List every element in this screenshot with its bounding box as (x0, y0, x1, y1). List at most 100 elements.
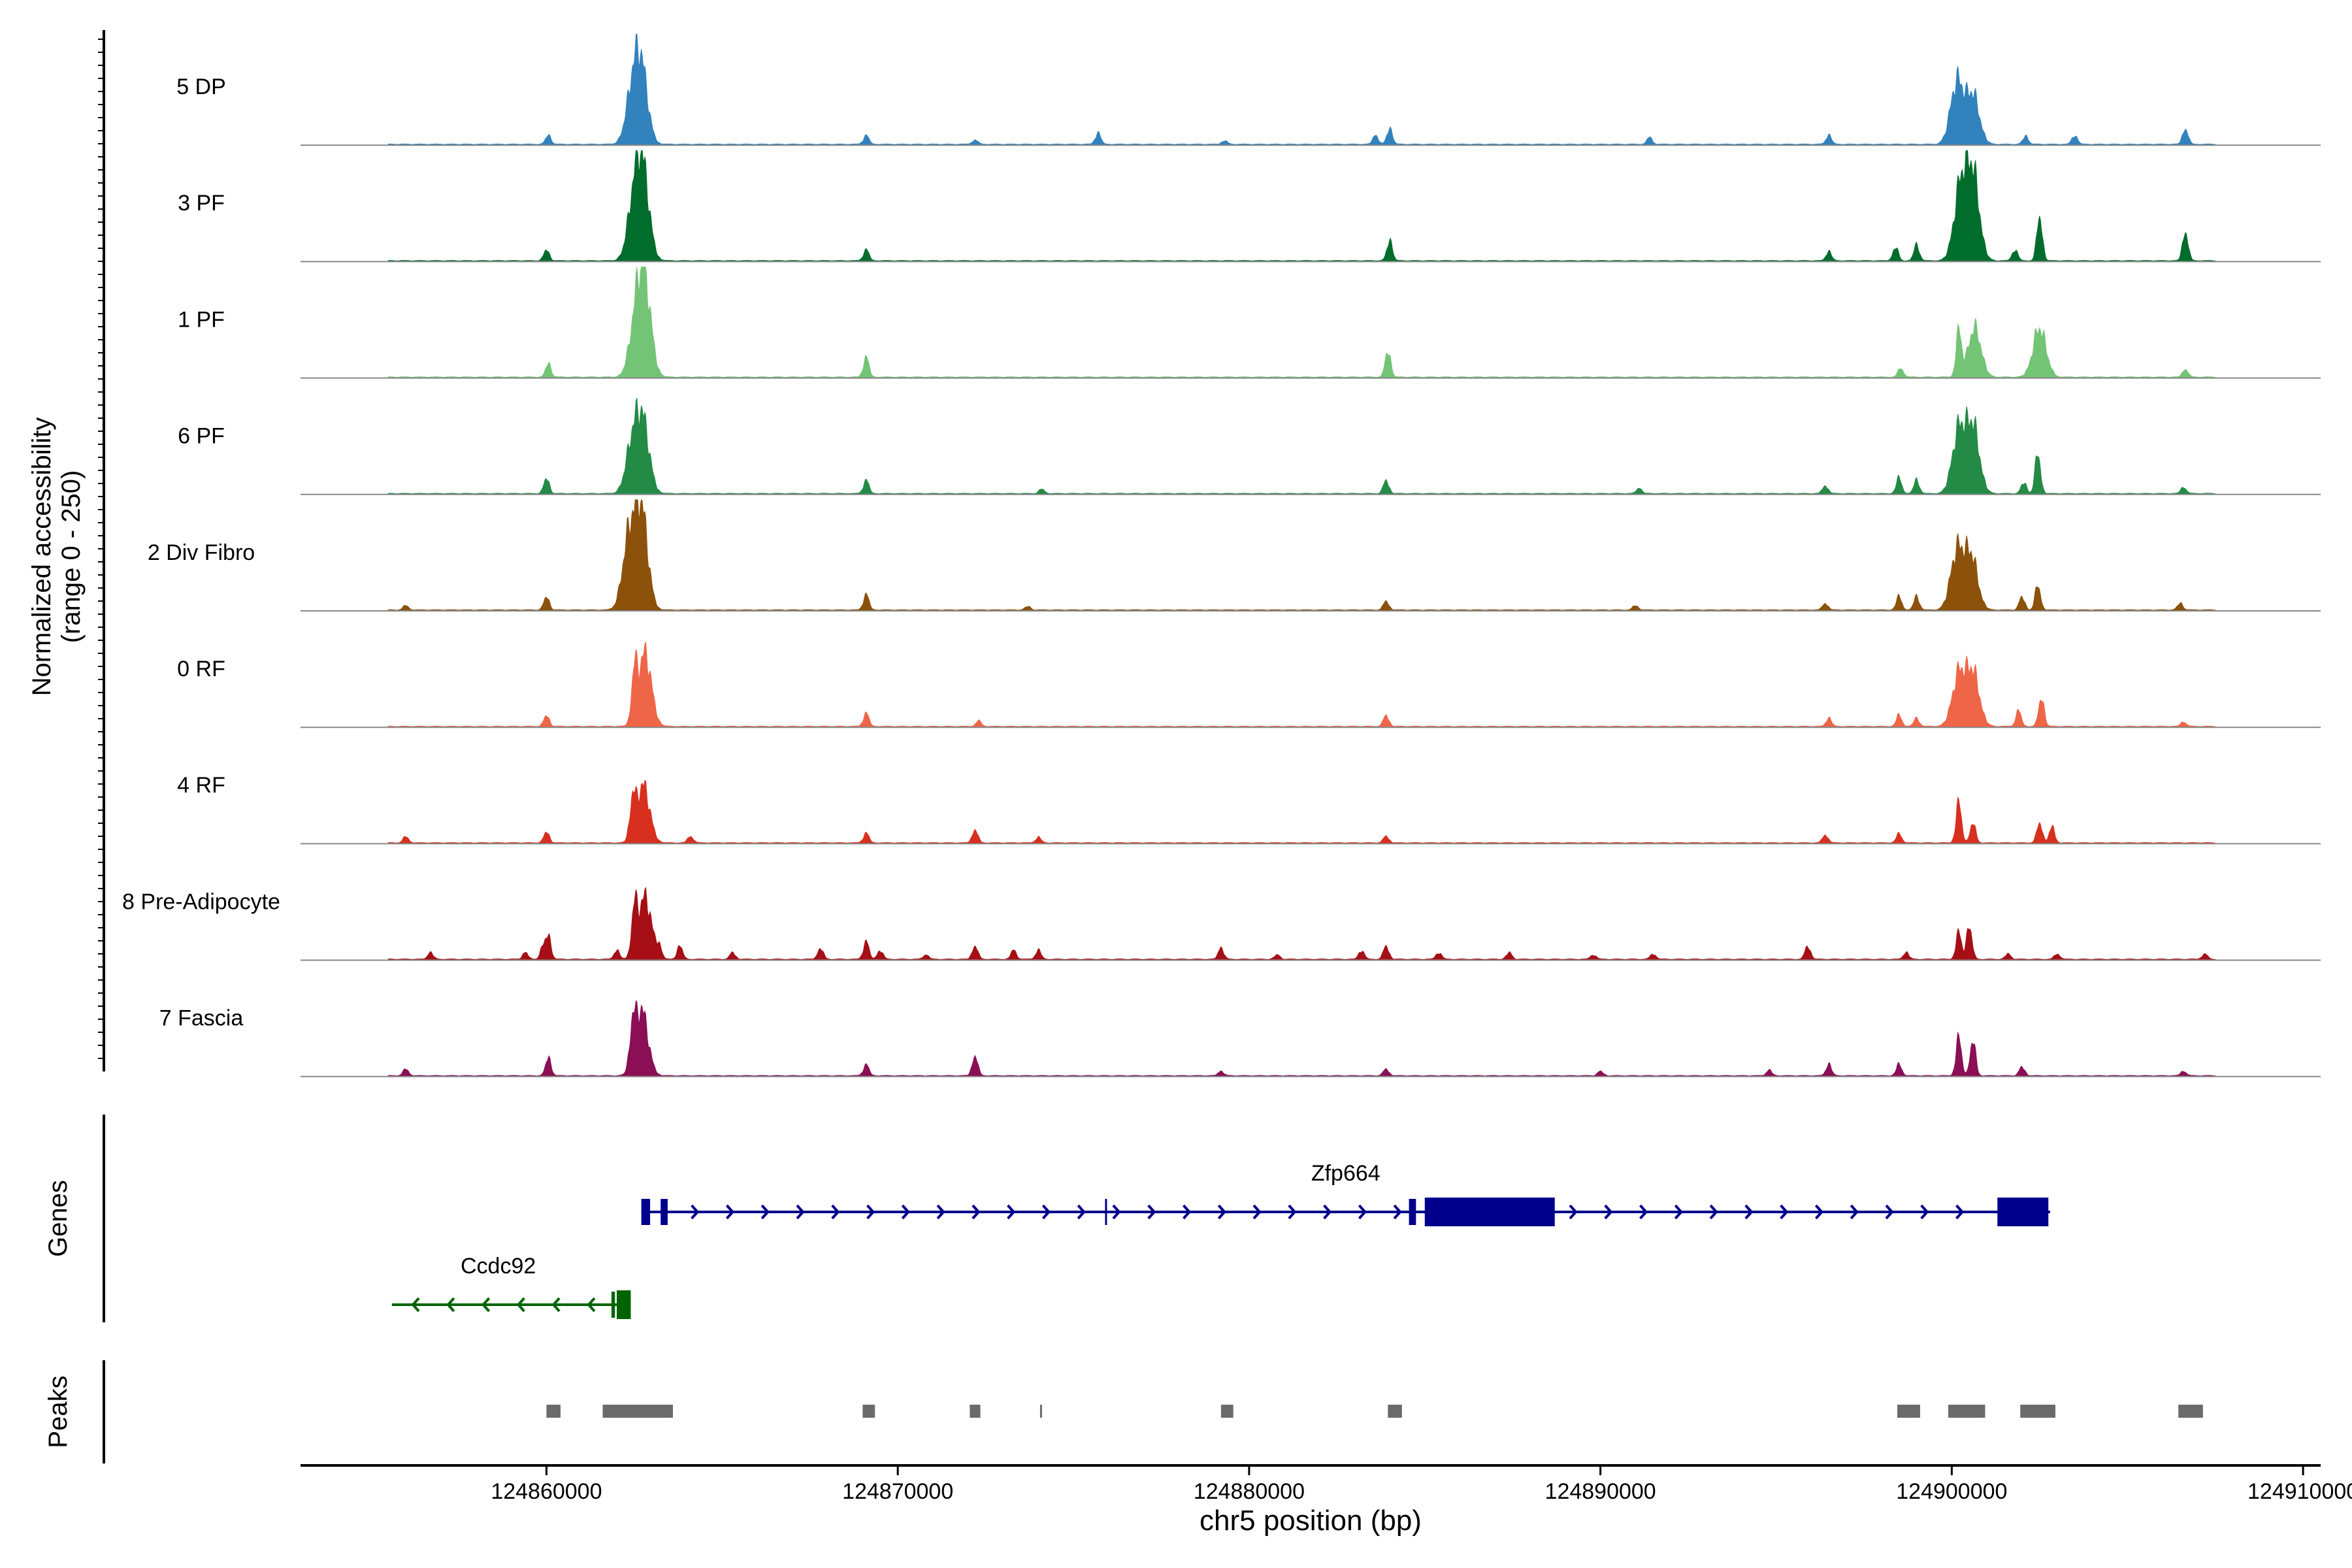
track-5-dp: 5 DP (176, 33, 2321, 146)
gene-exon (616, 1290, 631, 1319)
y-axis-label-range: (range 0 - 250) (57, 470, 86, 644)
track-7-fascia: 7 Fascia (159, 1000, 2321, 1077)
peak-region (602, 1405, 674, 1418)
x-axis-ticks: 124860000 124870000 124880000 124890000 1249… (491, 1465, 2352, 1504)
peak-region (2178, 1405, 2203, 1418)
track-6-pf: 6 PF (178, 397, 2321, 495)
strand-arrow (587, 1297, 596, 1313)
strand-arrow (446, 1297, 455, 1313)
strand-arrow (551, 1297, 561, 1313)
track-4-rf: 4 RF (177, 773, 2321, 845)
coverage-area (387, 267, 2216, 379)
coverage-tracks: 5 DP 3 PF 1 PF 6 PF 2 Div Fibro 0 RF 4 RF 8 Pre… (122, 33, 2321, 1077)
coverage-area (387, 887, 2216, 961)
strand-arrow (1674, 1204, 1684, 1220)
track-label: 2 Div Fibro (148, 540, 255, 565)
strand-arrow (1569, 1204, 1578, 1220)
strand-arrow (760, 1204, 770, 1220)
strand-arrow (1604, 1204, 1613, 1220)
strand-arrow (1780, 1204, 1789, 1220)
peak-region (1220, 1405, 1233, 1418)
strand-arrow (901, 1204, 910, 1220)
coverage-area (387, 779, 2216, 844)
gene-exon (641, 1199, 651, 1225)
peak-region (1039, 1405, 1042, 1418)
coverage-area (387, 397, 2216, 495)
y-axis-label: Normalized accessibility (27, 417, 56, 696)
strand-arrow (1393, 1204, 1402, 1220)
strand-arrow (796, 1204, 805, 1220)
gene-ccdc92: Ccdc92 (391, 1254, 631, 1319)
strand-arrow (1182, 1204, 1192, 1220)
track-8-pre-adipocyte: 8 Pre-Adipocyte (122, 887, 2321, 961)
gene-zfp664: Zfp664 (641, 1161, 2050, 1226)
peak-region (862, 1405, 875, 1418)
strand-arrow (1850, 1204, 1859, 1220)
strand-arrow (1252, 1204, 1262, 1220)
gene-exon (611, 1292, 615, 1318)
strand-arrow (1885, 1204, 1894, 1220)
track-2-div-fibro: 2 Div Fibro (148, 498, 2321, 612)
strand-arrow (1358, 1204, 1367, 1220)
coverage-area (387, 641, 2216, 728)
gene-exon (1409, 1199, 1416, 1225)
strand-arrow (1920, 1204, 1929, 1220)
peaks-track-label: Peaks (44, 1375, 73, 1448)
track-label: 3 PF (178, 191, 225, 216)
track-label: 0 RF (177, 657, 225, 681)
gene-exon (1997, 1198, 2049, 1226)
track-label: 4 RF (177, 773, 225, 798)
track-label: 6 PF (178, 424, 225, 449)
gene-exon (1105, 1199, 1107, 1225)
strand-arrow (1007, 1204, 1016, 1220)
strand-arrow (1955, 1204, 1965, 1220)
track-1-pf: 1 PF (178, 267, 2321, 379)
x-tick-label: 124870000 (842, 1479, 953, 1504)
peaks-track (546, 1405, 2203, 1418)
strand-arrow (1709, 1204, 1718, 1220)
strand-arrow (1814, 1204, 1824, 1220)
strand-arrow (1041, 1204, 1051, 1220)
strand-arrow (831, 1204, 840, 1220)
strand-arrow (1323, 1204, 1332, 1220)
peak-region (1388, 1405, 1402, 1418)
coverage-area (387, 150, 2216, 262)
strand-arrow (1077, 1204, 1086, 1220)
track-label: 1 PF (178, 307, 225, 332)
peak-region (970, 1405, 981, 1418)
peak-region (1897, 1405, 1920, 1418)
coverage-area (387, 33, 2216, 146)
track-3-pf: 3 PF (178, 150, 2321, 263)
coverage-area (387, 1000, 2216, 1077)
track-label: 5 DP (176, 74, 226, 99)
peak-region (2020, 1405, 2056, 1418)
strand-arrow (691, 1204, 700, 1220)
strand-arrow (1639, 1204, 1648, 1220)
x-tick-label: 124900000 (1896, 1479, 2007, 1504)
track-label: 8 Pre-Adipocyte (122, 889, 280, 914)
peak-region (1948, 1405, 1985, 1418)
strand-arrow (516, 1297, 525, 1313)
gene-label: Ccdc92 (461, 1254, 536, 1279)
x-tick-label: 124880000 (1194, 1479, 1305, 1504)
coverage-y-axis-ticks (98, 39, 104, 1059)
strand-arrow (481, 1297, 491, 1313)
x-tick-label: 124890000 (1545, 1479, 1656, 1504)
x-tick-label: 124910000 (2247, 1479, 2352, 1504)
gene-exon (1424, 1198, 1555, 1226)
genes-track: Zfp664 Ccdc92 (391, 1161, 2050, 1319)
strand-arrow (1112, 1204, 1121, 1220)
strand-arrow (866, 1204, 875, 1220)
strand-arrow (972, 1204, 981, 1220)
x-tick-label: 124860000 (491, 1479, 602, 1504)
strand-arrow (1147, 1204, 1156, 1220)
x-axis-label: chr5 position (bp) (1200, 1505, 1422, 1537)
track-label: 7 Fascia (159, 1006, 244, 1031)
strand-arrow (936, 1204, 945, 1220)
gene-label: Zfp664 (1311, 1161, 1380, 1186)
strand-arrow (411, 1297, 420, 1313)
strand-arrow (1217, 1204, 1226, 1220)
gene-exon (661, 1199, 668, 1225)
genes-track-label: Genes (44, 1180, 73, 1257)
